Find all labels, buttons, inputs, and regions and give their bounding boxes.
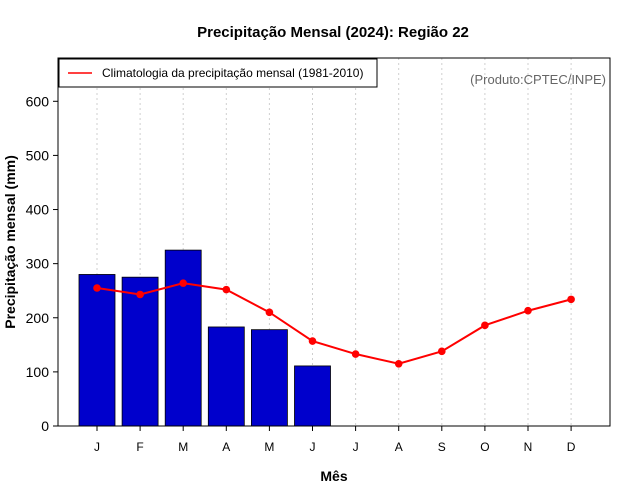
x-tick-label-5: M <box>264 440 274 454</box>
y-tick-label-400: 400 <box>26 202 50 218</box>
bar-series <box>78 249 331 427</box>
y-axis: 0 100 200 300 400 500 600 <box>26 93 58 434</box>
bar-month-1 <box>78 274 116 427</box>
climatology-point-month-8 <box>394 359 403 368</box>
x-tick-label-10: O <box>480 440 489 454</box>
y-tick-label-600: 600 <box>26 93 50 109</box>
climatology-point-month-7 <box>351 350 360 358</box>
climatology-point-month-2 <box>136 290 144 299</box>
x-tick-label-6: J <box>310 440 316 454</box>
climatology-line <box>96 282 572 365</box>
plot-frame <box>57 57 611 427</box>
legend-label: Climatologia da precipitação mensal (198… <box>102 66 363 80</box>
x-tick-label-1: J <box>94 440 100 454</box>
climatology-point-month-11 <box>524 306 532 315</box>
source-annotation: (Produto:CPTEC/INPE) <box>470 72 606 87</box>
climatology-point-month-3 <box>179 279 187 287</box>
x-tick-label-3: M <box>178 440 188 454</box>
x-tick-label-7: J <box>353 440 359 454</box>
bar-month-2 <box>121 276 159 427</box>
climatology-point-month-6 <box>308 337 317 345</box>
bar-month-5 <box>250 329 288 427</box>
y-tick-label-100: 100 <box>26 364 50 380</box>
climatology-point-month-1 <box>93 284 101 292</box>
y-axis-label: Precipitação mensal (mm) <box>2 155 18 329</box>
x-tick-label-11: N <box>524 440 533 454</box>
y-tick-label-500: 500 <box>26 147 50 163</box>
y-tick-label-300: 300 <box>26 256 50 272</box>
bar-month-3 <box>164 249 202 427</box>
climatology-series <box>93 279 575 368</box>
climatology-point-month-10 <box>481 321 489 330</box>
chart-title: Precipitação Mensal (2024): Região 22 <box>197 24 469 41</box>
bar-month-4 <box>207 326 245 427</box>
climatology-point-month-9 <box>438 347 446 356</box>
y-tick-label-0: 0 <box>41 418 49 434</box>
y-tick-label-200: 200 <box>26 310 50 326</box>
climatology-point-month-4 <box>222 285 231 294</box>
climatology-point-month-5 <box>265 308 274 317</box>
x-tick-label-12: D <box>567 440 576 454</box>
climatology-point-month-12 <box>567 295 575 304</box>
legend: Climatologia da precipitação mensal (198… <box>58 58 378 88</box>
x-tick-label-8: A <box>395 440 403 454</box>
x-tick-label-4: A <box>222 440 230 454</box>
bar-month-6 <box>294 365 331 427</box>
x-tick-label-9: S <box>438 440 446 454</box>
legend-box <box>58 58 378 88</box>
x-axis-label: Mês <box>320 468 347 484</box>
x-tick-label-2: F <box>136 440 143 454</box>
